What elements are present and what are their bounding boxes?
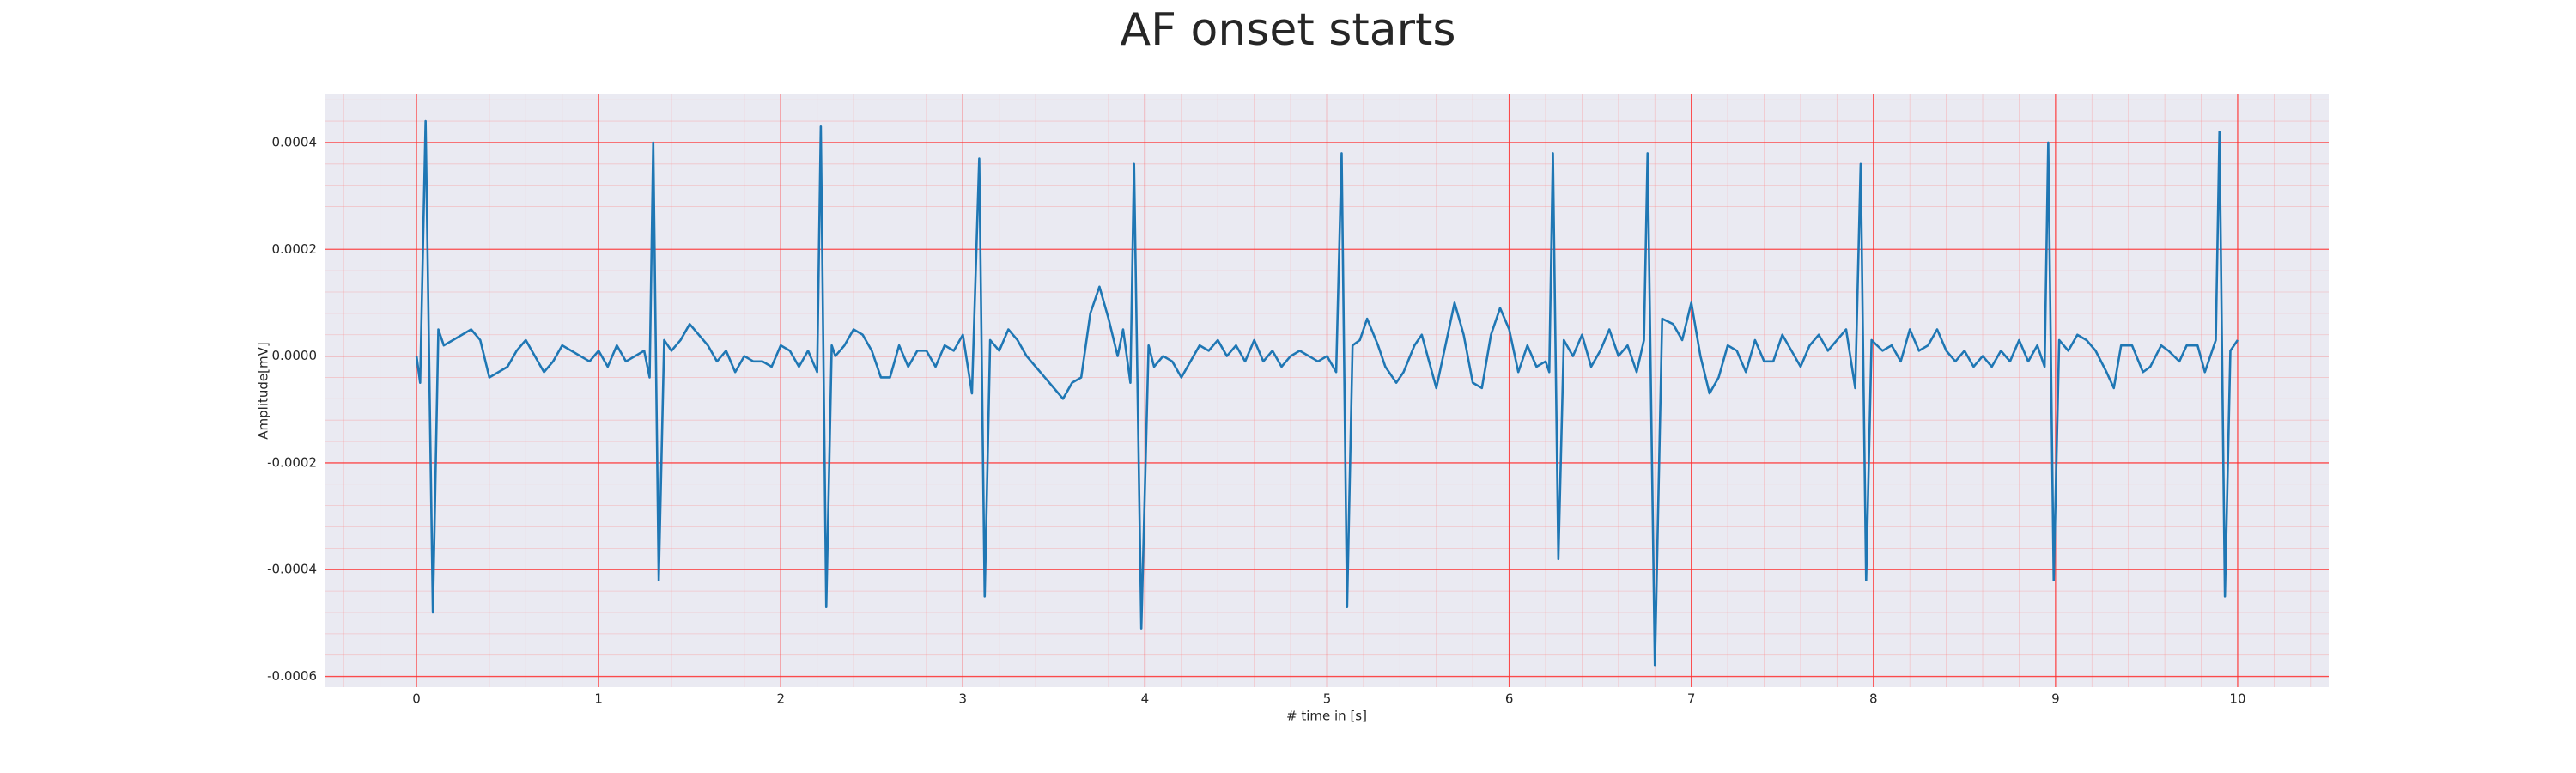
x-tick-label: 6 bbox=[1505, 691, 1514, 707]
x-tick-label: 8 bbox=[1869, 691, 1878, 707]
y-tick-label: 0.0000 bbox=[272, 348, 318, 363]
x-tick-label: 4 bbox=[1141, 691, 1150, 707]
x-tick-label: 0 bbox=[412, 691, 421, 707]
y-tick-label: -0.0006 bbox=[267, 668, 317, 684]
chart-title: AF onset starts bbox=[1121, 4, 1456, 56]
x-tick-label: 9 bbox=[2051, 691, 2060, 707]
y-tick-label: 0.0004 bbox=[272, 134, 318, 149]
y-tick-label: 0.0002 bbox=[272, 241, 318, 257]
x-tick-label: 2 bbox=[776, 691, 785, 707]
x-tick-label: 10 bbox=[2229, 691, 2245, 707]
x-axis-label: # time in [s] bbox=[1286, 709, 1367, 724]
x-tick-label: 7 bbox=[1687, 691, 1696, 707]
x-tick-label: 3 bbox=[959, 691, 968, 707]
y-tick-label: -0.0004 bbox=[267, 562, 317, 577]
x-tick-label: 1 bbox=[594, 691, 603, 707]
x-tick-label: 5 bbox=[1323, 691, 1332, 707]
ecg-line bbox=[415, 119, 2239, 667]
y-tick-label: -0.0002 bbox=[267, 454, 317, 470]
y-axis-label: Amplitude[mV] bbox=[256, 342, 271, 439]
